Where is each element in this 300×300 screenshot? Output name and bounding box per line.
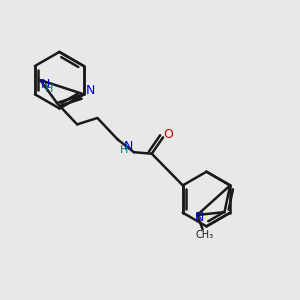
Text: N: N [86, 84, 95, 97]
Text: CH₃: CH₃ [196, 230, 214, 240]
Text: N: N [195, 211, 204, 224]
Text: N: N [124, 140, 133, 153]
Text: H: H [45, 84, 53, 94]
Text: H: H [120, 145, 129, 155]
Text: N: N [41, 78, 50, 92]
Text: O: O [163, 128, 173, 142]
